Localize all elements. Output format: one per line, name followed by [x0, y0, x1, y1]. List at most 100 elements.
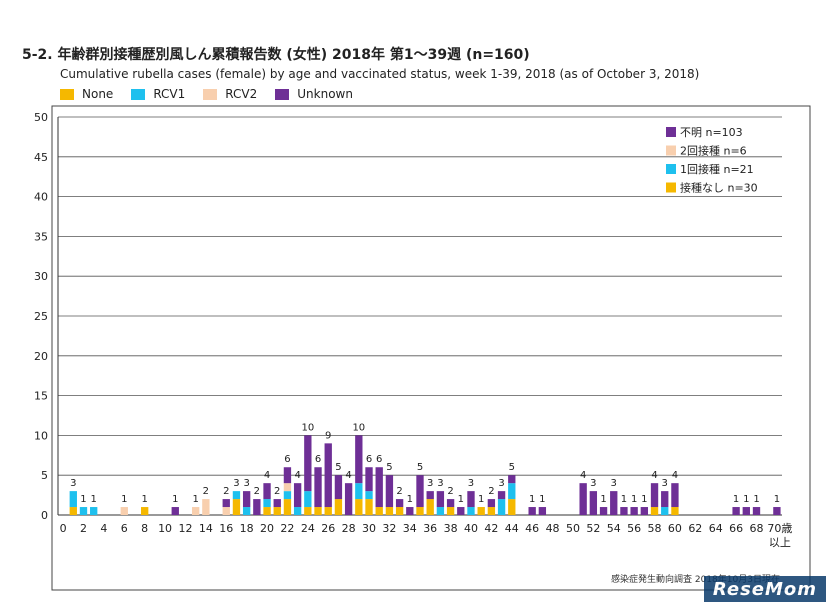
inner-legend-label: 2回接種 n=6: [680, 144, 747, 158]
bar-total-label: 4: [672, 470, 678, 481]
bar-segment-unknown: [222, 499, 230, 508]
y-tick-label: 0: [41, 509, 48, 522]
x-tick-label: 8: [141, 522, 148, 535]
bar-segment-rcv1: [365, 491, 373, 500]
chart-title: 5-2. 年齢群別接種歴別風しん累積報告数 (女性) 2018年 第1～39週 …: [22, 47, 530, 63]
x-tick-label: 50: [566, 522, 580, 535]
bar-segment-none: [324, 507, 332, 515]
y-tick-label: 40: [34, 191, 48, 204]
x-tick-label: 12: [178, 522, 192, 535]
x-tick-label: 58: [648, 522, 662, 535]
bar-segment-unknown: [314, 467, 322, 508]
inner-legend-swatch: [666, 145, 676, 156]
legend-item-unknown: Unknown: [275, 87, 353, 101]
bar-segment-rcv1: [661, 507, 669, 515]
bar-total-label: 1: [172, 494, 178, 505]
bar-total-label: 4: [264, 470, 270, 481]
legend-label-unknown: Unknown: [297, 87, 353, 101]
y-tick-label: 50: [34, 111, 48, 124]
bar-segment-unknown: [528, 507, 536, 515]
legend-swatch-unknown: [275, 88, 290, 100]
bar-total-label: 3: [243, 478, 249, 489]
bar-total-label: 1: [80, 494, 86, 505]
bar-total-label: 1: [600, 494, 606, 505]
y-tick-label: 25: [34, 310, 48, 323]
bar-segment-rcv1: [355, 483, 363, 500]
bar-total-label: 6: [315, 454, 321, 465]
bar-total-label: 5: [509, 462, 515, 473]
bar-total-label: 1: [478, 494, 484, 505]
bar-segment-rcv2: [202, 499, 210, 515]
bar-segment-none: [365, 499, 373, 515]
bar-total-label: 2: [396, 486, 402, 497]
bar-total-label: 10: [301, 422, 314, 433]
bar-total-label: 9: [325, 430, 331, 441]
bar-segment-none: [314, 507, 322, 515]
x-tick-label: 34: [403, 522, 417, 535]
bar-total-label: 2: [254, 486, 260, 497]
bar-segment-none: [334, 499, 343, 515]
bar-segment-unknown: [365, 467, 373, 492]
y-tick-label: 15: [34, 390, 48, 403]
top-legend: None RCV1 RCV2 Unknown: [60, 86, 371, 102]
legend-swatch-rcv1: [131, 88, 146, 100]
bar-segment-unknown: [671, 483, 679, 508]
bar-segment-unknown: [773, 507, 781, 515]
x-tick-label: 44: [505, 522, 519, 535]
bar-total-label: 6: [366, 454, 372, 465]
x-tick-label: 4: [100, 522, 107, 535]
inner-legend-swatch: [666, 164, 676, 174]
bar-total-label: 1: [192, 494, 198, 505]
x-tick-label: 38: [444, 522, 458, 535]
x-tick-label: 0: [60, 522, 67, 535]
bar-total-label: 4: [651, 470, 657, 481]
chart-subtitle: Cumulative rubella cases (female) by age…: [60, 67, 700, 81]
bar-segment-none: [671, 507, 679, 515]
bar-total-label: 1: [753, 494, 759, 505]
bar-segment-rcv1: [283, 491, 292, 500]
x-tick-label: 56: [627, 522, 641, 535]
bar-segment-unknown: [416, 475, 424, 508]
y-tick-label: 30: [34, 270, 48, 283]
legend-item-rcv2: RCV2: [203, 87, 257, 101]
x-tick-label-extra: 以上: [769, 536, 791, 549]
bar-segment-none: [283, 499, 292, 515]
bar-segment-rcv1: [304, 491, 312, 508]
inner-legend-label: 1回接種 n=21: [680, 162, 754, 176]
legend-label-rcv2: RCV2: [225, 87, 258, 101]
bar-segment-unknown: [426, 491, 434, 500]
bar-segment-unknown: [630, 507, 638, 515]
x-tick-label: 22: [280, 522, 294, 535]
bar-total-label: 5: [417, 462, 423, 473]
x-tick-label: 40: [464, 522, 478, 535]
bar-segment-unknown: [487, 499, 496, 508]
bar-total-label: 3: [70, 478, 76, 489]
legend-item-none: None: [60, 87, 113, 101]
y-tick-label: 5: [41, 469, 48, 482]
y-tick-label: 45: [34, 151, 48, 164]
x-tick-label: 28: [342, 522, 356, 535]
bar-segment-unknown: [661, 491, 669, 508]
bar-total-label: 2: [274, 486, 280, 497]
bar-total-label: 1: [91, 494, 97, 505]
x-tick-label: 24: [301, 522, 315, 535]
x-tick-label: 20: [260, 522, 274, 535]
bar-total-label: 2: [203, 486, 209, 497]
bar-segment-unknown: [579, 483, 587, 515]
bar-total-label: 2: [223, 486, 229, 497]
bar-segment-unknown: [375, 467, 383, 508]
bar-segment-unknown: [304, 435, 312, 492]
bar-segment-none: [446, 507, 455, 515]
bar-segment-unknown: [589, 491, 598, 515]
bar-segment-none: [487, 507, 496, 515]
x-tick-label: 64: [709, 522, 723, 535]
bar-segment-none: [355, 499, 363, 515]
bar-total-label: 3: [611, 478, 617, 489]
bar-segment-rcv1: [242, 507, 251, 515]
bar-segment-unknown: [436, 491, 445, 508]
x-tick-label: 70歳: [767, 522, 792, 535]
x-tick-label: 32: [382, 522, 396, 535]
bar-segment-rcv2: [283, 483, 292, 492]
x-tick-label: 6: [121, 522, 128, 535]
bar-segment-rcv1: [293, 507, 302, 515]
